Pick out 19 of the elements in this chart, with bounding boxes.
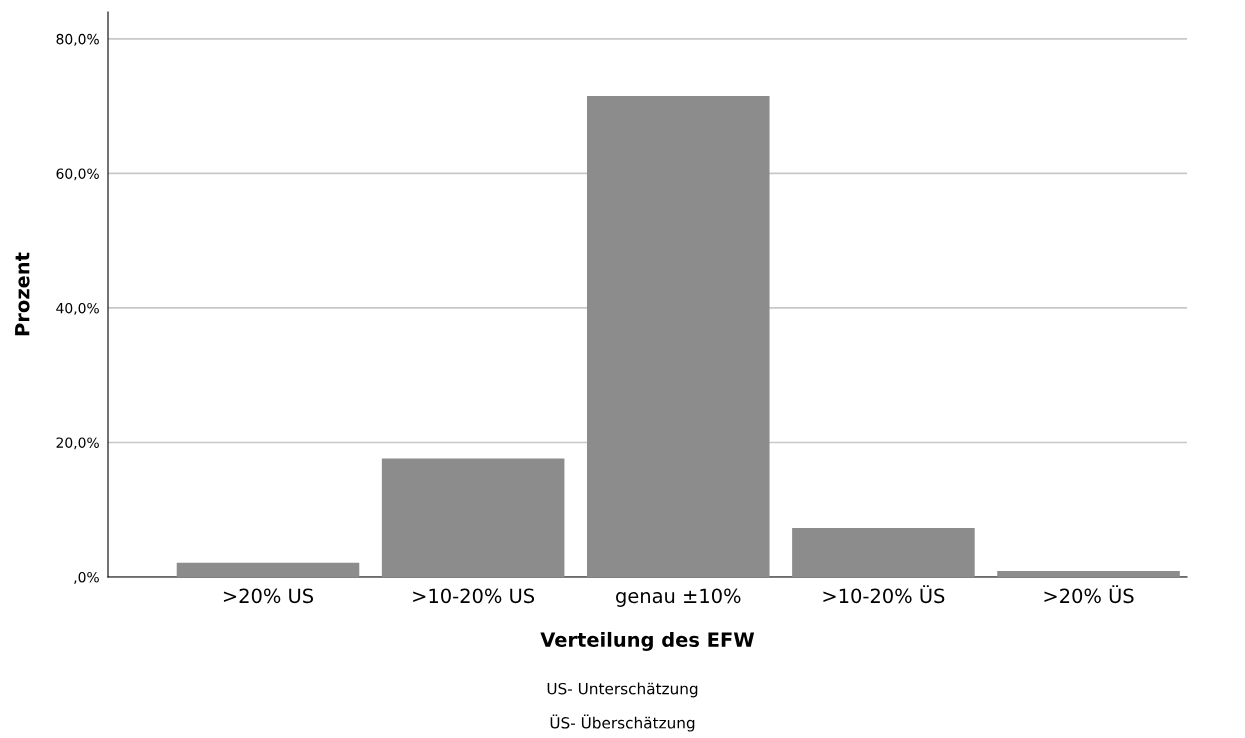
text: ÜS- Überschätzung bbox=[550, 714, 695, 732]
x-axis-title: Verteilung des EFW bbox=[540, 631, 755, 651]
bar bbox=[997, 570, 1180, 577]
y-tick-label: 40,0% bbox=[56, 302, 99, 315]
bar bbox=[176, 562, 360, 577]
x-tick-label: >10-20% US bbox=[413, 588, 535, 604]
y-tick-label: 20,0% bbox=[56, 437, 99, 450]
x-tick-label: >20% US bbox=[223, 588, 314, 604]
bar bbox=[586, 96, 770, 577]
bar bbox=[792, 527, 975, 577]
y-axis-title: Prozent bbox=[15, 252, 30, 336]
y-tick-label: ,0% bbox=[74, 571, 99, 584]
y-tick-label: 60,0% bbox=[56, 168, 99, 181]
bar bbox=[381, 458, 565, 577]
x-tick-label: >20% ÜS bbox=[1044, 585, 1134, 604]
text: US- Unterschätzung bbox=[547, 682, 698, 698]
y-tick-label: 80,0% bbox=[56, 33, 99, 46]
x-tick-label: >10-20% ÜS bbox=[823, 585, 945, 604]
x-tick-label: genau ±10% bbox=[616, 588, 741, 607]
